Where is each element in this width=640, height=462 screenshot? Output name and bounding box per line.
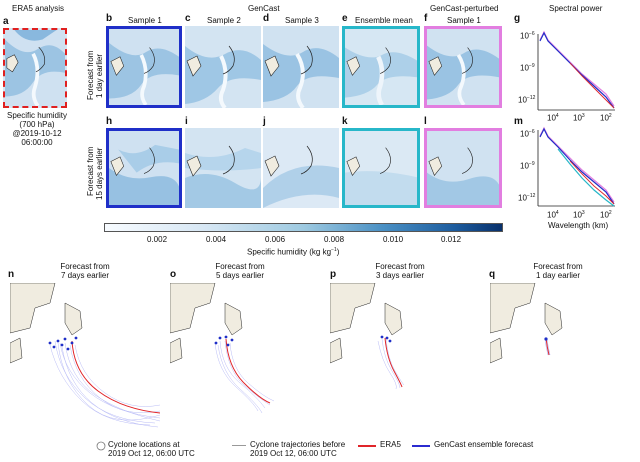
col-title-sample2: Sample 2 xyxy=(207,16,241,25)
traj-title-q-1: Forecast from xyxy=(533,262,583,271)
map-row2-sample1 xyxy=(106,128,182,208)
traj-map-q xyxy=(490,283,635,433)
map-row2-ensemble-mean xyxy=(342,128,420,208)
panel-label-h: h xyxy=(106,116,113,127)
cbar-tick-5: 0.010 xyxy=(383,235,404,244)
cbar-tick-6: 0.012 xyxy=(441,235,462,244)
traj-title-n-1: Forecast from xyxy=(60,262,110,271)
traj-title-p-2: 3 days earlier xyxy=(375,271,425,280)
g-ytick-1: 10−6 xyxy=(520,31,535,41)
map-row1-sample3 xyxy=(263,26,339,108)
panel-label-f: f xyxy=(424,13,428,24)
legend-era5-swatch xyxy=(358,445,376,447)
legend-gencast: GenCast ensemble forecast xyxy=(434,440,534,449)
map-row2-sample2 xyxy=(185,128,261,208)
m-xtick-1: 104 xyxy=(547,210,559,220)
col-title-sample3: Sample 3 xyxy=(285,16,319,25)
row-label-2a: Forecast from xyxy=(86,146,95,196)
col-title-perturbed-sample1: Sample 1 xyxy=(447,16,481,25)
legend-trajectories-2: 2019 Oct 12, 06:00 UTC xyxy=(250,449,337,458)
traj-map-p xyxy=(330,283,480,433)
row-label-2b: 15 days earlier xyxy=(95,147,104,200)
g-xtick-1: 104 xyxy=(547,113,559,123)
map-row1-sample1 xyxy=(106,26,182,108)
g-ytick-3: 10−12 xyxy=(518,95,536,105)
panel-label-a: a xyxy=(3,16,9,27)
traj-title-n-2: 7 days earlier xyxy=(60,271,110,280)
traj-title-o-2: 5 days earlier xyxy=(215,271,265,280)
humidity-colorbar xyxy=(104,223,503,232)
m-xtick-2: 103 xyxy=(573,210,585,220)
panel-label-d: d xyxy=(263,13,270,24)
perturbed-header: GenCast-perturbed xyxy=(430,4,499,13)
g-xtick-2: 103 xyxy=(573,113,585,123)
legend-gencast-swatch xyxy=(412,445,430,447)
map-row1-perturbed xyxy=(424,26,502,108)
legend-locations-2: 2019 Oct 12, 06:00 UTC xyxy=(108,449,195,458)
era5-caption-3: @2019-10-12 xyxy=(12,129,62,138)
m-xtick-3: 102 xyxy=(600,210,612,220)
era5-caption-4: 06:00:00 xyxy=(21,138,53,147)
era5-caption-2: (700 hPa) xyxy=(19,120,55,129)
traj-title-o-1: Forecast from xyxy=(215,262,265,271)
traj-title-p-1: Forecast from xyxy=(375,262,425,271)
cbar-label: Specific humidity (kg kg−1) xyxy=(247,247,340,257)
map-row1-ensemble-mean xyxy=(342,26,420,108)
panel-label-c: c xyxy=(185,13,191,24)
cbar-tick-4: 0.008 xyxy=(324,235,345,244)
panel-label-q: q xyxy=(489,269,496,280)
panel-label-b: b xyxy=(106,13,113,24)
panel-label-l: l xyxy=(424,116,427,127)
traj-map-n xyxy=(10,283,160,433)
legend-locations-1: Cyclone locations at xyxy=(108,440,180,449)
legend-era5: ERA5 xyxy=(380,440,401,449)
map-row2-sample3 xyxy=(263,128,339,208)
legend-circle-icon xyxy=(96,441,106,451)
row-label-1a: Forecast from xyxy=(86,50,95,100)
panel-label-i: i xyxy=(185,116,188,127)
legend-trajectory-swatch xyxy=(232,445,246,446)
map-row1-sample2 xyxy=(185,26,261,108)
panel-label-p: p xyxy=(330,269,337,280)
m-ytick-1: 10−6 xyxy=(520,129,535,139)
cbar-tick-3: 0.006 xyxy=(265,235,286,244)
panel-label-n: n xyxy=(8,269,15,280)
m-ytick-3: 10−12 xyxy=(518,193,536,203)
legend-trajectories-1: Cyclone trajectories before xyxy=(250,440,346,449)
g-ytick-2: 10−9 xyxy=(520,63,535,73)
era5-map xyxy=(3,28,67,108)
gencast-header: GenCast xyxy=(248,4,280,13)
cbar-tick-2: 0.004 xyxy=(206,235,227,244)
panel-label-o: o xyxy=(170,269,177,280)
traj-map-o xyxy=(170,283,320,433)
panel-label-g: g xyxy=(514,13,521,24)
era5-header: ERA5 analysis xyxy=(12,4,65,13)
panel-label-e: e xyxy=(342,13,348,24)
col-title-sample1: Sample 1 xyxy=(128,16,162,25)
spectral-plots xyxy=(537,30,615,207)
col-title-ensemble-mean: Ensemble mean xyxy=(355,16,413,25)
panel-label-j: j xyxy=(263,116,266,127)
spectral-xlabel: Wavelength (km) xyxy=(548,221,609,230)
m-ytick-2: 10−9 xyxy=(520,161,535,171)
cbar-tick-1: 0.002 xyxy=(147,235,168,244)
traj-title-q-2: 1 day earlier xyxy=(535,271,581,280)
spectral-header: Spectral power xyxy=(549,4,603,13)
map-row2-perturbed xyxy=(424,128,502,208)
era5-caption-1: Specific humidity xyxy=(6,111,68,120)
g-xtick-3: 102 xyxy=(600,113,612,123)
panel-label-m: m xyxy=(514,116,523,127)
panel-label-k: k xyxy=(342,116,348,127)
row-label-1b: 1 day earlier xyxy=(95,53,104,98)
